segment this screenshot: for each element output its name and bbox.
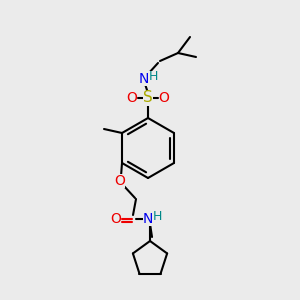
Text: S: S <box>143 91 153 106</box>
Text: O: O <box>127 91 137 105</box>
Text: H: H <box>148 70 158 83</box>
Text: O: O <box>111 212 122 226</box>
Text: O: O <box>115 174 125 188</box>
Text: N: N <box>143 212 153 226</box>
Text: O: O <box>159 91 170 105</box>
Text: N: N <box>139 72 149 86</box>
Text: H: H <box>152 211 162 224</box>
